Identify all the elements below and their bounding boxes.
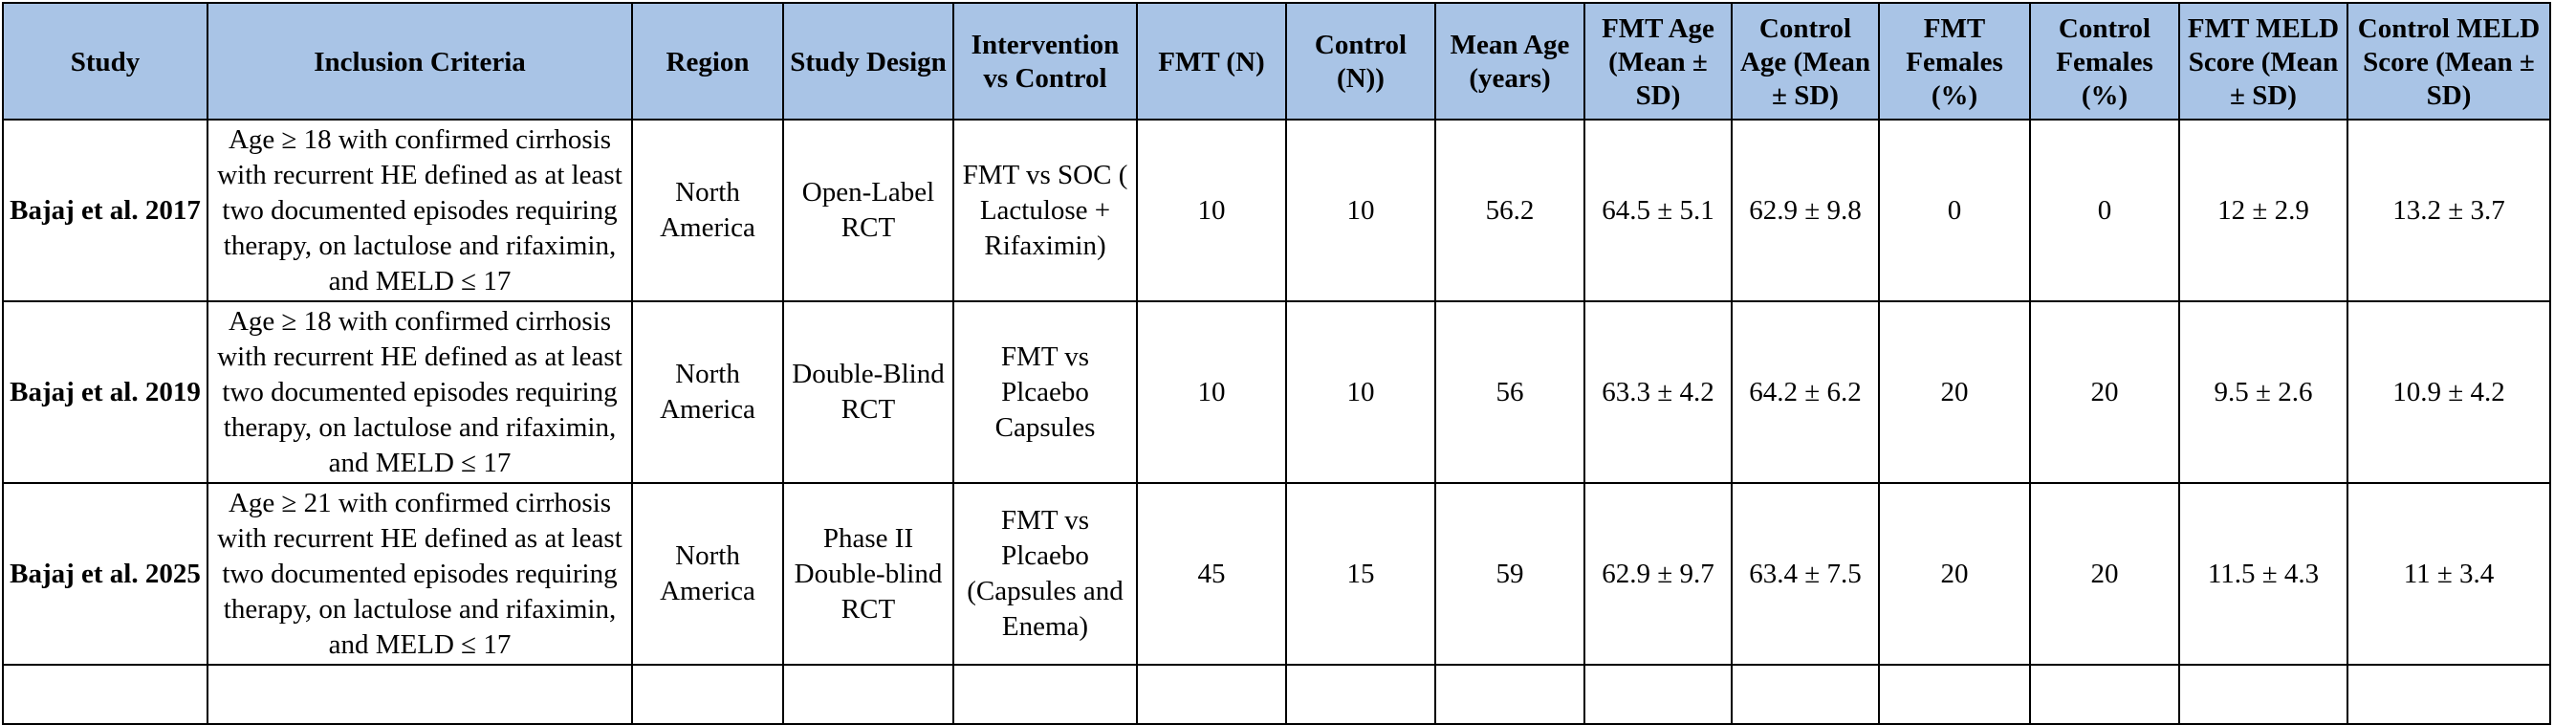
cell-fmt-age: 63.3 ± 4.2 bbox=[1583, 300, 1733, 484]
cell-control-age: 64.2 ± 6.2 bbox=[1731, 300, 1880, 484]
cell-empty bbox=[1434, 664, 1585, 725]
cell-empty bbox=[2, 664, 208, 725]
cell-region: North America bbox=[631, 482, 784, 666]
cell-control-n: 10 bbox=[1285, 119, 1436, 302]
cell-fmt-age: 62.9 ± 9.7 bbox=[1583, 482, 1733, 666]
cell-control-n: 10 bbox=[1285, 300, 1436, 484]
table-row: Bajaj et al. 2025 Age ≥ 21 with confirme… bbox=[2, 482, 2551, 666]
cell-study-design: Phase II Double-blind RCT bbox=[782, 482, 954, 666]
header-study-design: Study Design bbox=[782, 2, 954, 121]
cell-fmt-meld: 11.5 ± 4.3 bbox=[2178, 482, 2348, 666]
cell-fmt-females: 20 bbox=[1878, 482, 2031, 666]
header-fmt-n: FMT (N) bbox=[1136, 2, 1287, 121]
cell-fmt-meld: 12 ± 2.9 bbox=[2178, 119, 2348, 302]
cell-mean-age: 56.2 bbox=[1434, 119, 1585, 302]
header-region: Region bbox=[631, 2, 784, 121]
header-row: Study Inclusion Criteria Region Study De… bbox=[2, 2, 2551, 121]
cell-control-age: 62.9 ± 9.8 bbox=[1731, 119, 1880, 302]
cell-empty bbox=[1583, 664, 1733, 725]
cell-intervention: FMT vs Plcaebo (Capsules and Enema) bbox=[952, 482, 1138, 666]
cell-empty bbox=[1878, 664, 2031, 725]
cell-study-design: Double-Blind RCT bbox=[782, 300, 954, 484]
cell-empty bbox=[207, 664, 633, 725]
cell-study: Bajaj et al. 2017 bbox=[2, 119, 208, 302]
cell-fmt-females: 20 bbox=[1878, 300, 2031, 484]
cell-empty bbox=[2029, 664, 2180, 725]
header-mean-age: Mean Age (years) bbox=[1434, 2, 1585, 121]
cell-region: North America bbox=[631, 300, 784, 484]
cell-control-meld: 10.9 ± 4.2 bbox=[2347, 300, 2551, 484]
cell-control-females: 0 bbox=[2029, 119, 2180, 302]
cell-fmt-meld: 9.5 ± 2.6 bbox=[2178, 300, 2348, 484]
cell-control-age: 63.4 ± 7.5 bbox=[1731, 482, 1880, 666]
cell-control-meld: 11 ± 3.4 bbox=[2347, 482, 2551, 666]
header-study: Study bbox=[2, 2, 208, 121]
header-fmt-age: FMT Age (Mean ± SD) bbox=[1583, 2, 1733, 121]
cell-inclusion-criteria: Age ≥ 18 with confirmed cirrhosis with r… bbox=[207, 119, 633, 302]
cell-empty bbox=[1136, 664, 1287, 725]
header-control-n: Control (N)) bbox=[1285, 2, 1436, 121]
cell-mean-age: 56 bbox=[1434, 300, 1585, 484]
table-row: Bajaj et al. 2019 Age ≥ 18 with confirme… bbox=[2, 300, 2551, 484]
header-fmt-females: FMT Females (%) bbox=[1878, 2, 2031, 121]
cell-control-meld: 13.2 ± 3.7 bbox=[2347, 119, 2551, 302]
header-intervention: Intervention vs Control bbox=[952, 2, 1138, 121]
cell-intervention: FMT vs SOC ( Lactulose + Rifaximin) bbox=[952, 119, 1138, 302]
header-control-females: Control Females (%) bbox=[2029, 2, 2180, 121]
cell-control-females: 20 bbox=[2029, 300, 2180, 484]
header-control-age: Control Age (Mean ± SD) bbox=[1731, 2, 1880, 121]
cell-intervention: FMT vs Plcaebo Capsules bbox=[952, 300, 1138, 484]
cell-study: Bajaj et al. 2025 bbox=[2, 482, 208, 666]
cell-fmt-age: 64.5 ± 5.1 bbox=[1583, 119, 1733, 302]
cell-inclusion-criteria: Age ≥ 18 with confirmed cirrhosis with r… bbox=[207, 300, 633, 484]
cell-control-n: 15 bbox=[1285, 482, 1436, 666]
header-inclusion-criteria: Inclusion Criteria bbox=[207, 2, 633, 121]
cell-region: North America bbox=[631, 119, 784, 302]
header-fmt-meld: FMT MELD Score (Mean ± SD) bbox=[2178, 2, 2348, 121]
cell-fmt-n: 10 bbox=[1136, 119, 1287, 302]
cell-empty bbox=[2178, 664, 2348, 725]
header-control-meld: Control MELD Score (Mean ± SD) bbox=[2347, 2, 2551, 121]
table-row: Bajaj et al. 2017 Age ≥ 18 with confirme… bbox=[2, 119, 2551, 302]
cell-fmt-n: 10 bbox=[1136, 300, 1287, 484]
table-row-cut-off bbox=[2, 664, 2551, 725]
cell-empty bbox=[1731, 664, 1880, 725]
cell-fmt-females: 0 bbox=[1878, 119, 2031, 302]
cell-empty bbox=[2347, 664, 2551, 725]
cell-study: Bajaj et al. 2019 bbox=[2, 300, 208, 484]
cell-empty bbox=[1285, 664, 1436, 725]
cell-empty bbox=[782, 664, 954, 725]
cell-study-design: Open-Label RCT bbox=[782, 119, 954, 302]
cell-empty bbox=[631, 664, 784, 725]
cell-control-females: 20 bbox=[2029, 482, 2180, 666]
cell-empty bbox=[952, 664, 1138, 725]
cell-inclusion-criteria: Age ≥ 21 with confirmed cirrhosis with r… bbox=[207, 482, 633, 666]
cell-mean-age: 59 bbox=[1434, 482, 1585, 666]
cell-fmt-n: 45 bbox=[1136, 482, 1287, 666]
